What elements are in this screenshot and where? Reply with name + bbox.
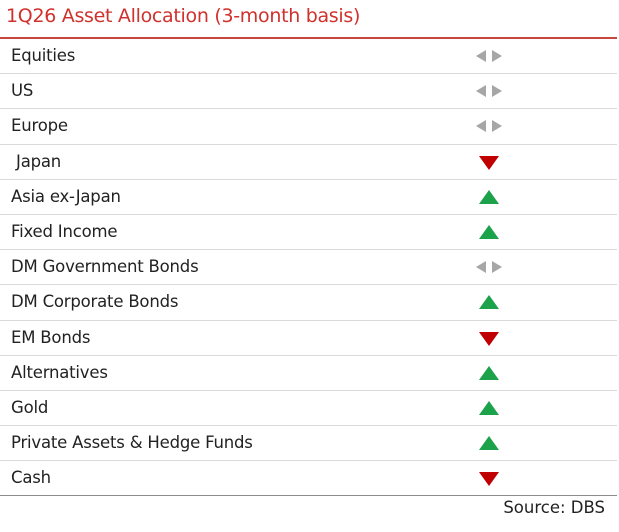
up-icon [479,189,499,204]
title-rule [0,37,617,39]
up-icon [479,400,499,415]
down-icon [479,331,499,346]
row-label: Private Assets & Hedge Funds [11,433,253,453]
row-label: Asia ex-Japan [11,186,121,206]
row-label: Fixed Income [11,221,118,241]
row: DM Corporate Bonds [0,285,617,321]
row-label: Gold [11,397,49,417]
title: 1Q26 Asset Allocation (3-month basis) [6,5,361,27]
down-icon [479,155,499,170]
row-label: EM Bonds [11,327,91,347]
source: Source: DBS [503,498,605,517]
row: US [0,74,617,110]
row: Gold [0,391,617,427]
row-label: US [11,81,34,101]
up-icon [479,295,499,310]
row-label: Equities [11,46,76,65]
row-label: DM Government Bonds [11,257,199,277]
down-icon [479,472,499,487]
row: Asia ex-Japan [0,180,617,215]
neutral-icon [476,85,502,98]
up-icon [479,365,499,380]
neutral-icon [476,50,502,62]
neutral-icon [476,261,502,274]
row: Fixed Income [0,215,617,251]
row-label: Cash [11,468,51,488]
row-label: Alternatives [11,362,108,382]
row: Private Assets & Hedge Funds [0,426,617,462]
row-label: DM Corporate Bonds [11,292,179,312]
row: Cash [0,461,617,497]
row: EM Bonds [0,321,617,356]
neutral-icon [476,120,502,133]
up-icon [479,224,499,239]
table: Equities US Europe Japan Asia ex-Japan F… [0,39,617,497]
row: Alternatives [0,356,617,391]
row: DM Government Bonds [0,250,617,286]
row: Europe [0,109,617,145]
up-icon [479,436,499,451]
row-label: Europe [11,116,68,136]
row: Equities [0,39,617,75]
row: Japan [0,145,617,180]
row-label: Japan [11,151,62,171]
